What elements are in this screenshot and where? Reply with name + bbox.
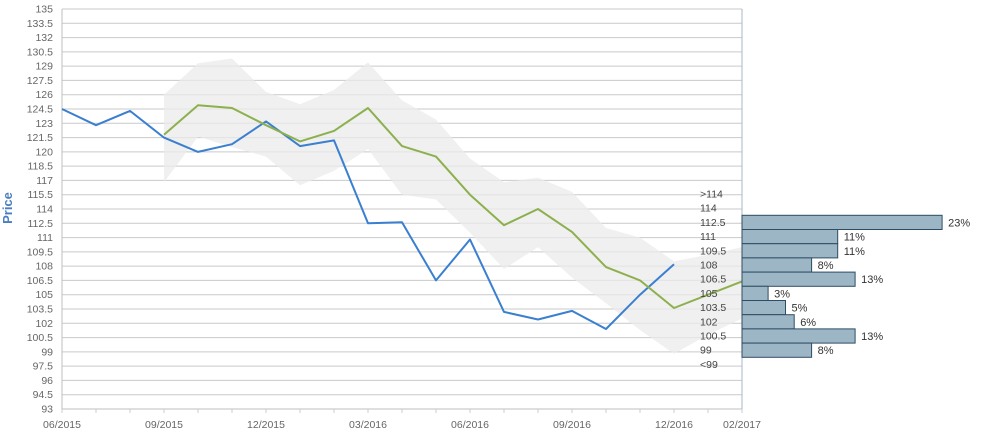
y-tick-label: 120 — [35, 146, 53, 158]
distribution-bin-label: >114 — [700, 189, 723, 201]
y-tick-label: 111 — [37, 232, 53, 244]
distribution-bin-label: 111 — [700, 231, 716, 243]
axes — [61, 9, 743, 413]
distribution-pct-label: 11% — [844, 246, 865, 258]
distribution-pct-label: 6% — [800, 317, 816, 329]
distribution-bar — [741, 257, 813, 273]
distribution-bar — [741, 342, 813, 358]
distribution-pct-label: 8% — [818, 260, 834, 272]
distribution-bin-label: <99 — [700, 359, 718, 371]
x-tick-label: 12/2015 — [247, 419, 285, 431]
y-tick-label: 114 — [36, 204, 53, 216]
grid-lines — [62, 8, 742, 410]
x-tick-label: 09/2016 — [553, 419, 591, 431]
distribution-bin-label: 114 — [700, 203, 717, 215]
y-tick-labels: 93 94.5 96 97.5 99 100.5 102 103.5 105 106.5 108 10… — [27, 4, 53, 416]
y-tick-label: 100.5 — [27, 332, 53, 344]
x-tick-label: 06/2015 — [43, 419, 81, 431]
distribution-pct-label: 23% — [948, 217, 970, 229]
y-tick-label: 109.5 — [27, 246, 53, 258]
distribution-bin-label: 109.5 — [700, 245, 726, 257]
x-tick-label: 06/2016 — [451, 419, 489, 431]
y-tick-label: 96 — [41, 375, 53, 387]
distribution-bar — [741, 300, 786, 316]
distribution-pct-label: 13% — [861, 331, 883, 343]
y-tick-label: 99 — [41, 346, 53, 358]
distribution-pct-label: 11% — [844, 232, 865, 244]
y-tick-label: 133.5 — [27, 18, 53, 30]
x-tick-label: 02/2017 — [723, 419, 761, 431]
y-tick-label: 108 — [35, 261, 53, 273]
forecast-price-line — [163, 104, 743, 309]
series-lines — [61, 104, 743, 330]
y-tick-label: 127.5 — [27, 75, 53, 87]
y-tick-label: 103.5 — [27, 304, 53, 316]
distribution-bin-label: 100.5 — [700, 331, 726, 343]
distribution-histogram: >114 114 112.5 23% 111 11% 109.5 11% 108 8% 106.5 1… — [700, 189, 970, 371]
distribution-bar — [741, 285, 769, 301]
y-tick-label: 129 — [35, 61, 53, 73]
y-tick-label: 118.5 — [28, 161, 54, 173]
y-tick-label: 115.5 — [28, 189, 54, 201]
distribution-bar — [741, 229, 839, 245]
y-axis-label: Price — [0, 192, 15, 224]
y-tick-label: 130.5 — [27, 46, 53, 58]
distribution-pct-label: 8% — [818, 345, 834, 357]
y-tick-label: 121.5 — [27, 132, 53, 144]
y-tick-label: 123 — [35, 118, 53, 130]
distribution-bin-label: 99 — [700, 345, 712, 357]
x-tick-label: 12/2016 — [655, 419, 693, 431]
distribution-bar — [741, 314, 795, 330]
y-tick-label: 135 — [35, 4, 53, 16]
y-tick-label: 117 — [36, 175, 53, 187]
distribution-pct-label: 5% — [792, 303, 808, 315]
distribution-pct-label: 13% — [861, 274, 883, 286]
distribution-bin-label: 108 — [700, 260, 718, 272]
y-tick-label: 102 — [35, 318, 53, 330]
actual-price-line — [61, 108, 675, 330]
distribution-bin-label: 106.5 — [700, 274, 726, 286]
y-tick-label: 105 — [35, 289, 53, 301]
y-tick-label: 124.5 — [27, 104, 53, 116]
distribution-bin-label: 103.5 — [700, 302, 726, 314]
distribution-bin-label: 102 — [700, 316, 718, 328]
distribution-pct-label: 3% — [774, 288, 790, 300]
x-tick-labels: 06/2015 09/2015 12/2015 03/2016 06/2016 09/20… — [43, 419, 761, 431]
y-tick-label: 126 — [35, 89, 53, 101]
distribution-bin-label: 105 — [700, 288, 718, 300]
x-tick-label: 09/2015 — [145, 419, 183, 431]
distribution-bar — [741, 328, 856, 344]
distribution-bin-label: 112.5 — [700, 217, 726, 229]
confidence-band — [164, 58, 742, 354]
y-tick-label: 112.5 — [28, 218, 54, 230]
y-tick-label: 132 — [35, 32, 53, 44]
distribution-bar — [741, 243, 839, 259]
y-tick-label: 97.5 — [33, 361, 54, 373]
y-tick-label: 106.5 — [27, 275, 53, 287]
y-tick-label: 93 — [41, 404, 53, 416]
x-tick-label: 03/2016 — [349, 419, 387, 431]
distribution-bar — [741, 271, 856, 287]
y-tick-label: 94.5 — [33, 389, 54, 401]
distribution-bar — [741, 214, 943, 231]
